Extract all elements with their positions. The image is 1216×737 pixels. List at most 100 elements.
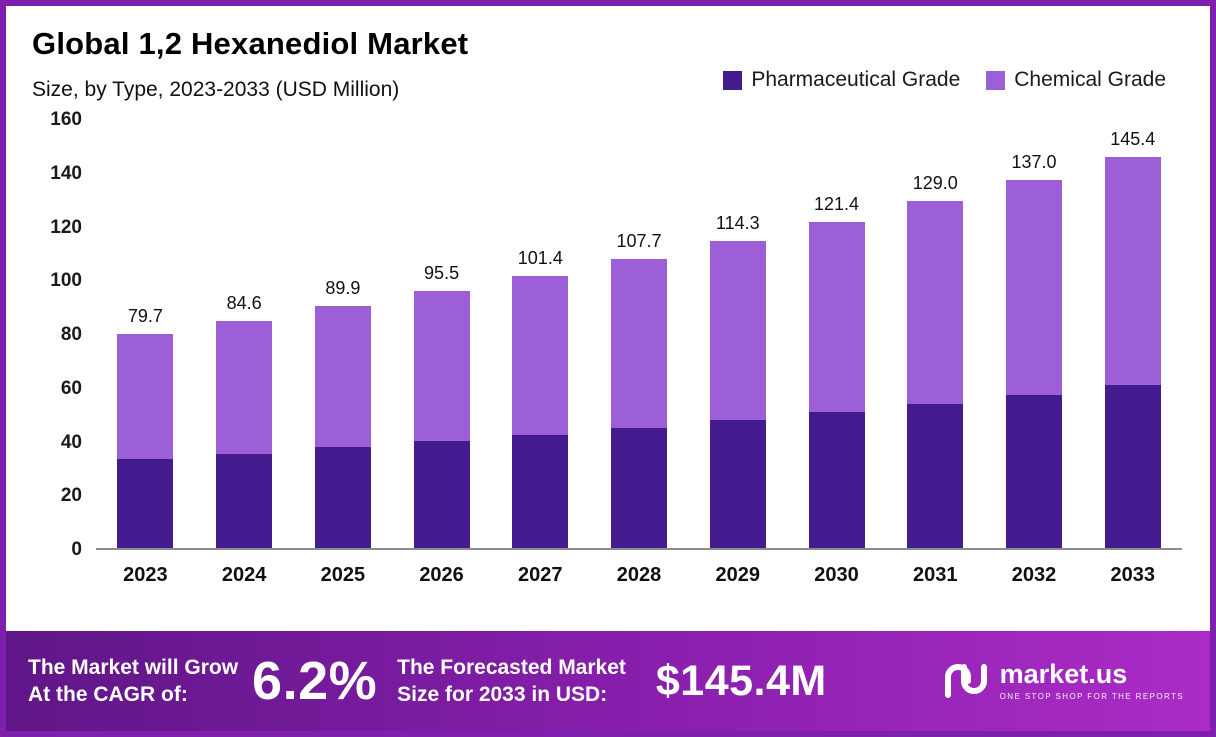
marketus-logo-tagline: ONE STOP SHOP FOR THE REPORTS	[999, 692, 1184, 701]
bar-2031	[907, 201, 964, 548]
bar-segment-chemical-2025	[314, 306, 371, 448]
bar-total-label-2028: 107.7	[616, 230, 662, 251]
forecast-text-line2: Size for 2033 in USD:	[397, 683, 608, 706]
bar-segment-pharmaceutical-2029	[709, 420, 766, 548]
bar-segment-chemical-2023	[117, 333, 174, 460]
bar-total-label-2024: 84.6	[226, 292, 262, 313]
bar-segment-pharmaceutical-2033	[1104, 385, 1161, 548]
y-tick-label: 60	[60, 377, 82, 399]
bar-2029	[709, 240, 766, 548]
bar-group-2024: 84.6	[195, 120, 294, 548]
bar-segment-chemical-2032	[1005, 179, 1062, 395]
x-axis-label-2026: 2026	[419, 564, 464, 586]
bar-segment-pharmaceutical-2030	[808, 412, 865, 548]
x-axis-label-2032: 2032	[1011, 564, 1057, 586]
chart-title: Global 1,2 Hexanediol Market	[32, 26, 469, 61]
bar-segment-chemical-2029	[709, 240, 766, 421]
x-axis-label-2031: 2031	[912, 564, 958, 586]
footer-banner: The Market will Grow At the CAGR of: 6.2…	[6, 631, 1210, 731]
bar-group-2030: 121.4	[787, 120, 886, 548]
bar-2027	[512, 275, 569, 548]
bar-segment-chemical-2031	[907, 201, 964, 405]
bar-total-label-2026: 95.5	[424, 263, 460, 284]
bar-total-label-2027: 101.4	[517, 247, 563, 268]
x-axis-label-2027: 2027	[518, 564, 563, 586]
x-axis-label-2030: 2030	[814, 564, 859, 586]
bar-segment-pharmaceutical-2027	[512, 435, 569, 548]
x-axis-label-2024: 2024	[221, 564, 267, 586]
bar-2033	[1104, 157, 1161, 548]
bar-group-2032: 137.0	[985, 120, 1084, 548]
chart-content: Global 1,2 Hexanediol Market Size, by Ty…	[6, 6, 1210, 631]
legend-label-pharmaceutical: Pharmaceutical Grade	[751, 68, 961, 91]
bar-total-label-2030: 121.4	[813, 193, 860, 214]
bar-2032	[1005, 179, 1062, 548]
y-tick-label: 0	[71, 539, 82, 560]
cagr-text: The Market will Grow At the CAGR of:	[28, 654, 238, 709]
y-tick-label: 100	[50, 270, 82, 292]
x-axis-label-2028: 2028	[616, 564, 662, 586]
cagr-value: 6.2%	[252, 651, 378, 711]
y-tick-label: 80	[60, 324, 82, 345]
marketus-logo-icon	[943, 659, 989, 704]
bar-segment-chemical-2024	[216, 320, 273, 454]
x-axis: 2023 2024 2025 2026 2027 2028 2029 2030 2031 2032…	[96, 564, 1182, 587]
y-tick-label: 20	[60, 485, 82, 507]
bar-2025	[314, 306, 371, 548]
bar-segment-pharmaceutical-2023	[117, 459, 174, 548]
forecast-text: The Forecasted Market Size for 2033 in U…	[397, 654, 626, 709]
bar-total-label-2033: 145.4	[1110, 129, 1156, 150]
forecast-text-line1: The Forecasted Market	[397, 655, 626, 679]
bar-segment-pharmaceutical-2025	[314, 447, 371, 548]
bar-group-2033: 145.4	[1083, 120, 1182, 548]
y-axis: 0 20 40 60 80 100 120 140 160	[32, 109, 96, 560]
bar-total-label-2023: 79.7	[127, 305, 163, 326]
cagr-text-line2: At the CAGR of:	[28, 683, 188, 706]
bar-segment-chemical-2027	[512, 275, 569, 436]
legend: Pharmaceutical Grade Chemical Grade	[723, 68, 1166, 92]
cagr-text-line1: The Market will Grow	[28, 655, 239, 679]
bar-2026	[413, 291, 470, 548]
chart-subtitle: Size, by Type, 2023-2033 (USD Million)	[32, 78, 400, 101]
bar-group-2027: 101.4	[491, 120, 590, 548]
bar-segment-chemical-2030	[808, 221, 865, 413]
bar-group-2028: 107.7	[590, 120, 689, 548]
bar-segment-chemical-2026	[413, 291, 470, 441]
plot-area: 79.7 84.6 89.9 95.5 101.4 107.7 114.3 121.4 129.…	[96, 120, 1182, 550]
bar-total-label-2032: 137.0	[1011, 151, 1057, 172]
x-axis-label-2033: 2033	[1110, 564, 1155, 586]
chart-area: 0 20 40 60 80 100 120 140 160 79.7 84.6 89.9 95.5 10…	[32, 109, 1182, 587]
bar-group-2029: 114.3	[688, 120, 787, 548]
bar-2030	[808, 221, 865, 548]
forecast-value: $145.4M	[655, 656, 827, 705]
legend-label-chemical: Chemical Grade	[1014, 68, 1166, 91]
legend-swatch-chemical	[986, 70, 1006, 90]
bar-group-2031: 129.0	[886, 120, 985, 548]
legend-item-chemical: Chemical Grade	[986, 68, 1166, 92]
legend-swatch-pharmaceutical	[723, 70, 743, 90]
bar-segment-chemical-2028	[611, 258, 668, 429]
bar-segment-pharmaceutical-2026	[413, 440, 470, 548]
x-axis-label-2023: 2023	[123, 564, 168, 586]
bar-group-2025: 89.9	[293, 120, 392, 548]
bar-group-2023: 79.7	[96, 120, 195, 548]
x-axis-label-2025: 2025	[320, 564, 366, 586]
bar-segment-pharmaceutical-2032	[1005, 394, 1062, 548]
bar-segment-pharmaceutical-2028	[611, 428, 668, 548]
bar-total-label-2025: 89.9	[325, 278, 361, 299]
y-tick-label: 120	[50, 216, 82, 238]
bar-group-2026: 95.5	[392, 120, 491, 548]
marketus-logo-text: market.us	[999, 659, 1128, 689]
x-axis-label-2029: 2029	[715, 564, 761, 586]
bar-total-label-2031: 129.0	[912, 173, 958, 194]
y-tick-label: 160	[50, 109, 82, 130]
y-tick-label: 40	[60, 431, 82, 453]
bar-segment-pharmaceutical-2031	[907, 404, 964, 548]
bar-2024	[216, 320, 273, 548]
bar-total-label-2029: 114.3	[715, 212, 760, 233]
bar-segment-pharmaceutical-2024	[216, 453, 273, 548]
marketus-logo: market.us ONE STOP SHOP FOR THE REPORTS	[943, 659, 1184, 704]
bar-2023	[117, 333, 174, 548]
bar-2028	[611, 258, 668, 548]
